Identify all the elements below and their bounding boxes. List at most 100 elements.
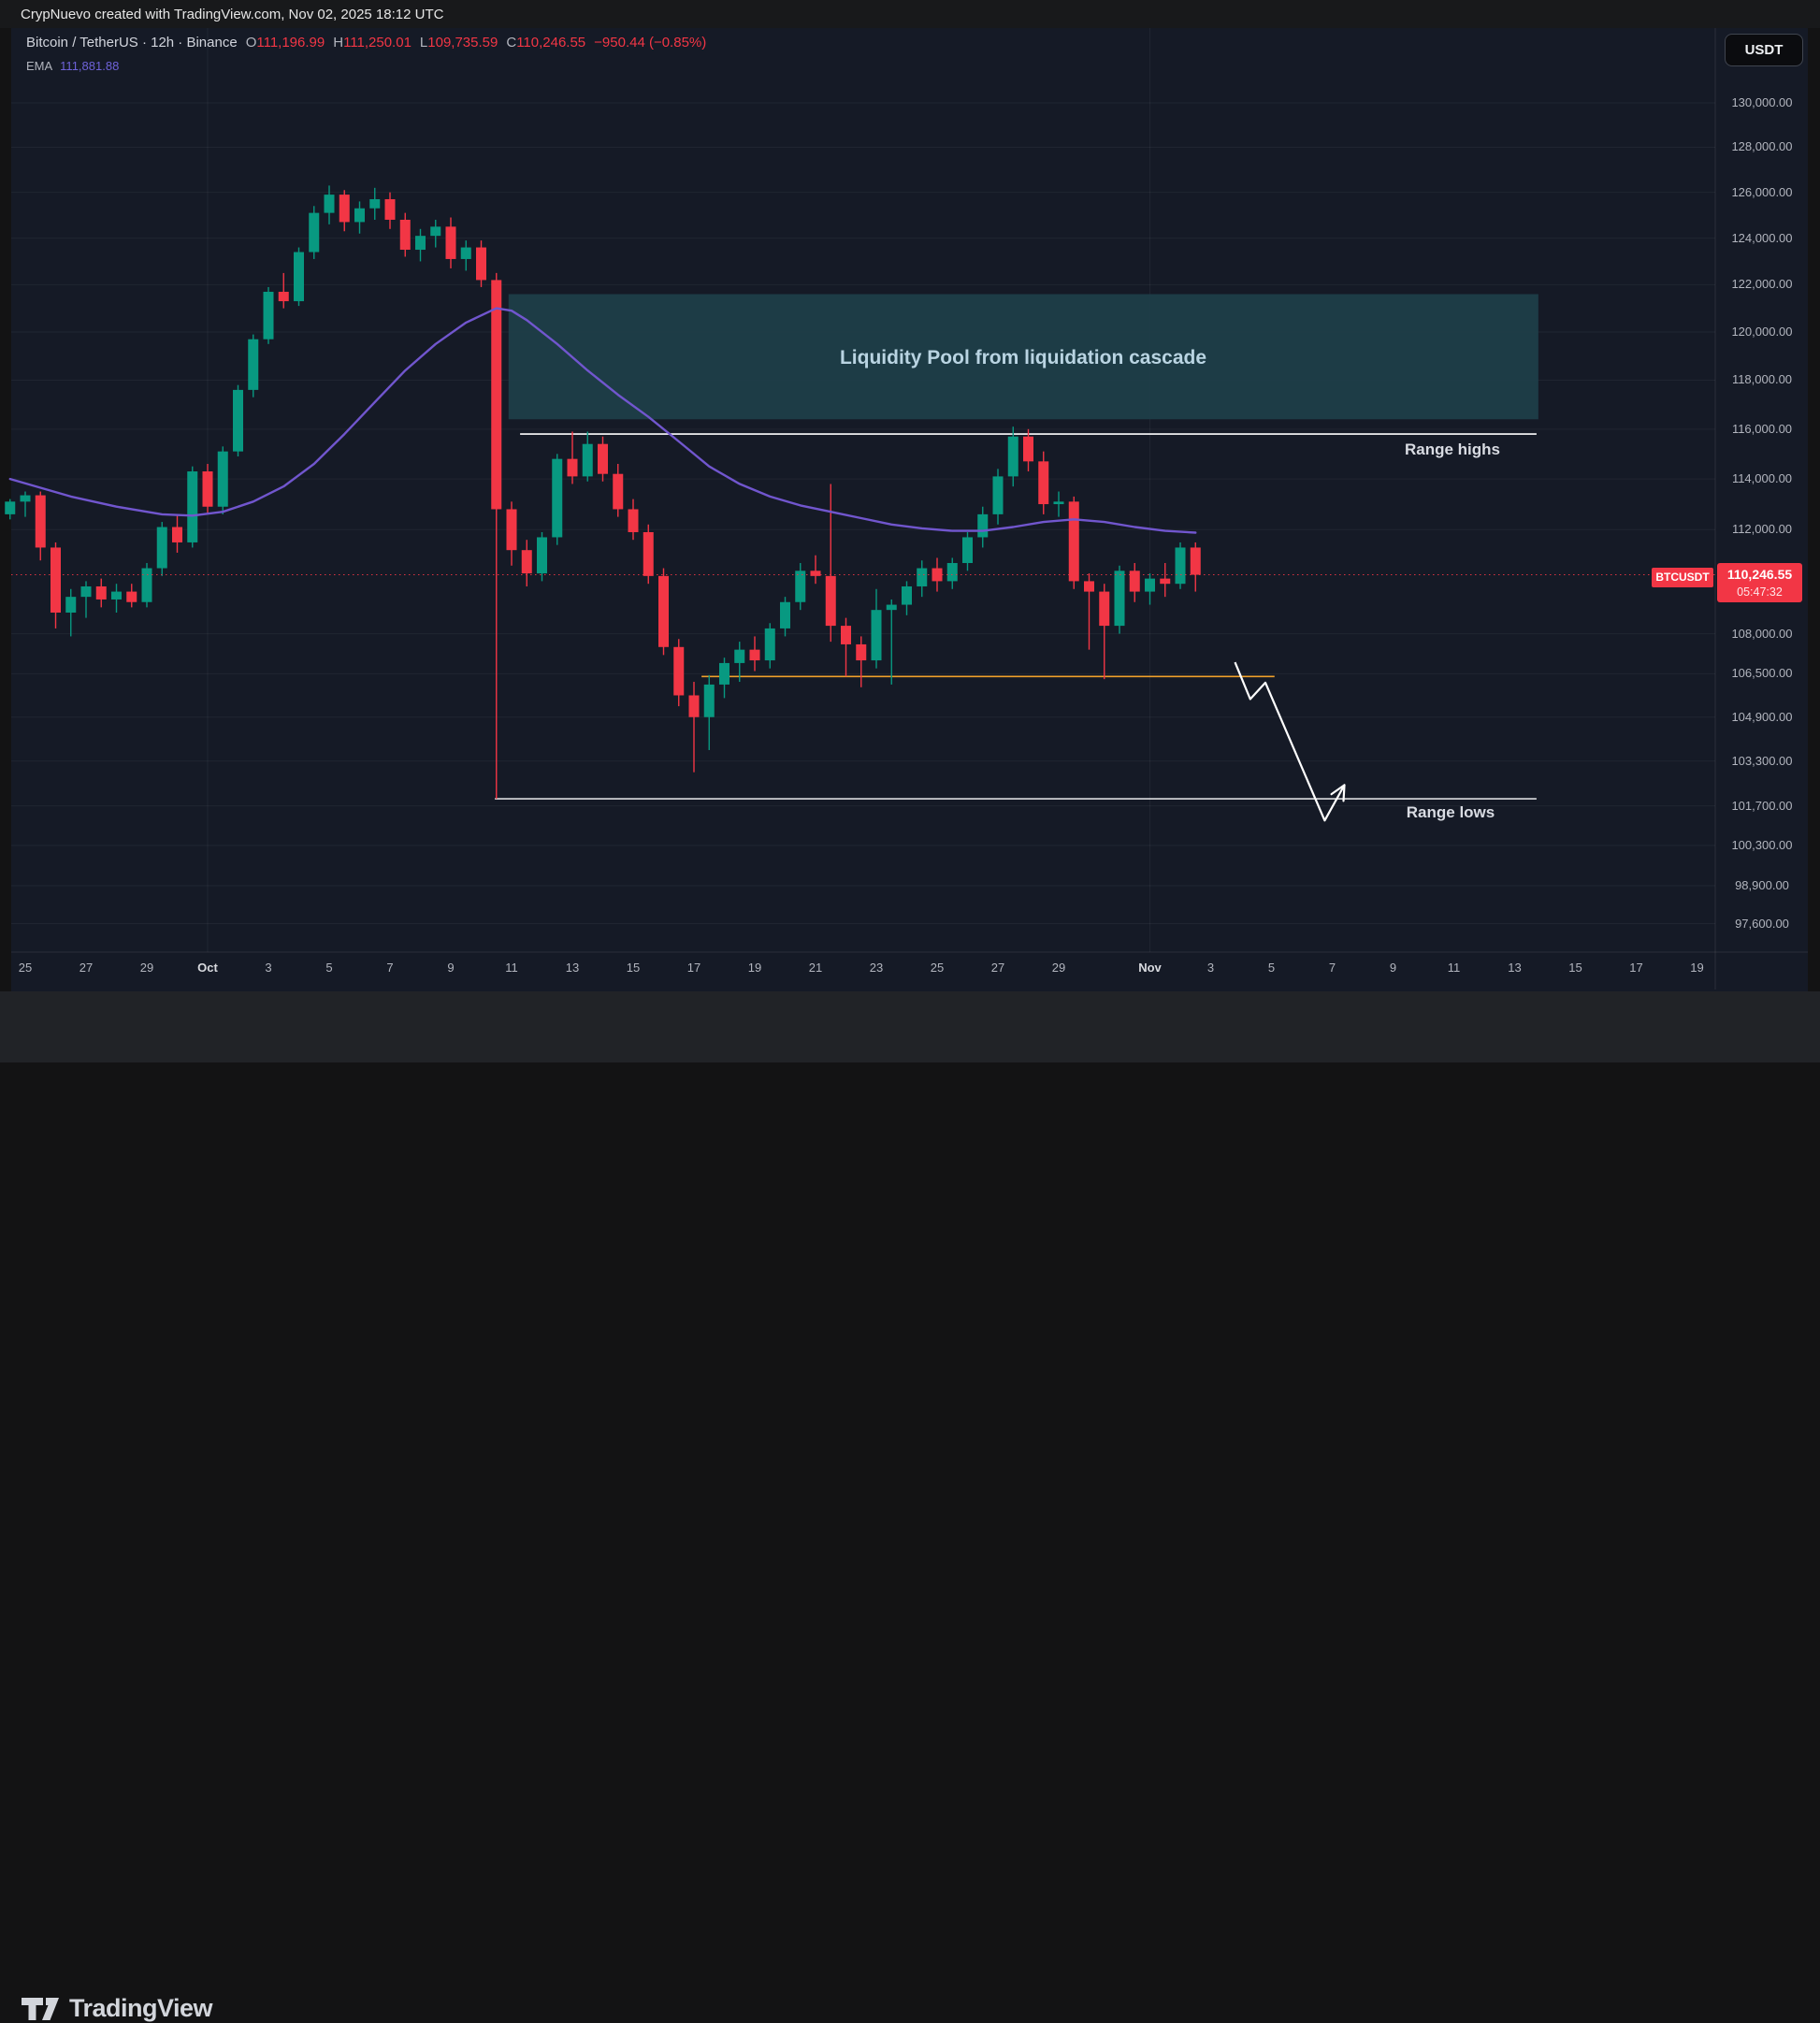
candle-body	[217, 451, 228, 507]
time-axis-tick: 13	[1508, 961, 1522, 975]
time-axis-tick: 29	[1051, 961, 1066, 975]
projection-arrowhead	[1342, 784, 1346, 802]
candle-body	[1129, 571, 1140, 592]
time-axis-tick: 29	[139, 961, 154, 975]
candle-body	[141, 568, 152, 602]
candle-body	[673, 646, 685, 696]
candle-body	[1007, 436, 1018, 477]
last-price-tag: 110,246.55 05:47:32	[1717, 563, 1802, 602]
candle-body	[598, 443, 608, 474]
candle-body	[430, 226, 441, 237]
tradingview-logo-icon	[22, 1997, 59, 2020]
price-axis-tick: 112,000.00	[1731, 522, 1793, 537]
candle-body	[1190, 547, 1201, 575]
candle-body	[703, 684, 715, 717]
candle-body	[399, 219, 411, 251]
candle-body	[810, 571, 821, 576]
ohlc-item: L109,735.59	[419, 34, 498, 51]
price-axis-tick: 128,000.00	[1731, 139, 1793, 154]
range-highs-label[interactable]: Range highs	[1404, 441, 1500, 458]
price-axis-tick: 120,000.00	[1731, 325, 1793, 340]
time-axis-tick: 3	[1206, 961, 1215, 975]
price-axis-tick: 118,000.00	[1731, 372, 1793, 387]
candle-body	[415, 236, 426, 251]
time-axis-tick: 9	[1389, 961, 1397, 975]
liquidity-pool-annotation[interactable]: Liquidity Pool from liquidation cascade	[839, 347, 1207, 368]
time-axis-tick: 21	[808, 961, 823, 975]
candle-body	[780, 601, 790, 629]
candle-body	[1038, 461, 1049, 505]
price-axis-tick: 98,900.00	[1735, 878, 1789, 893]
candle-body	[658, 575, 669, 647]
chart-widget	[11, 28, 1808, 991]
candle-body	[946, 562, 958, 582]
candle-body	[95, 585, 107, 600]
candle-body	[65, 597, 77, 613]
price-axis-tick: 104,900.00	[1731, 709, 1793, 724]
time-axis-tick: 7	[1328, 961, 1336, 975]
time-axis-tick: 13	[565, 961, 580, 975]
indicator-row[interactable]: EMA 111,881.88	[26, 57, 119, 74]
candle-body	[263, 291, 274, 340]
projection-arrow	[1234, 661, 1346, 822]
candle-body	[552, 458, 563, 538]
symbol-header[interactable]: Bitcoin / TetherUS · 12h · Binance O111,…	[26, 33, 706, 51]
time-axis-tick: 19	[1690, 961, 1704, 975]
candle-body	[719, 662, 729, 685]
footer-bar: TradingView	[0, 991, 1820, 2022]
time-axis-tick: 17	[686, 961, 701, 975]
candle-body	[156, 527, 167, 569]
time-axis-tick: 15	[626, 961, 641, 975]
time-axis-tick: Oct	[197, 961, 218, 975]
candle-body	[111, 591, 122, 600]
candle-body	[35, 495, 46, 548]
candle-body	[841, 626, 851, 644]
candle-body	[521, 550, 532, 574]
candle-body	[1023, 436, 1033, 462]
tradingview-logo[interactable]: TradingView	[21, 1994, 213, 2023]
candle-body	[856, 643, 867, 661]
projection-arrowhead	[1330, 784, 1346, 796]
price-axis-tick: 124,000.00	[1731, 230, 1793, 245]
price-axis-tick: 103,300.00	[1731, 753, 1793, 768]
attribution-text: CrypNuevo created with TradingView.com, …	[21, 7, 444, 22]
time-axis-tick: 19	[747, 961, 762, 975]
candle-body	[962, 537, 973, 563]
time-axis-tick: 5	[325, 961, 333, 975]
time-axis-tick: 25	[930, 961, 945, 975]
candle-body	[324, 195, 335, 213]
candle-body	[369, 198, 381, 209]
candle-body	[992, 476, 1004, 514]
attribution-bar: CrypNuevo created with TradingView.com, …	[0, 0, 1820, 28]
candle-body	[567, 458, 578, 477]
candle-body	[1053, 501, 1064, 505]
ohlc-item: C110,246.55	[506, 34, 586, 51]
candle-body	[445, 226, 456, 259]
candle-body	[233, 389, 243, 452]
candle-body	[309, 212, 320, 253]
range-lows-label[interactable]: Range lows	[1406, 803, 1495, 821]
price-axis-tick: 106,500.00	[1731, 666, 1793, 681]
candle-body	[871, 610, 882, 661]
symbol-title[interactable]: Bitcoin / TetherUS · 12h · Binance	[26, 34, 238, 51]
candle-body	[1099, 591, 1110, 627]
candle-body	[537, 537, 547, 574]
price-axis-tick: 114,000.00	[1731, 471, 1793, 486]
candle-body	[20, 495, 31, 502]
candle-body	[764, 628, 775, 661]
ohlc-item: H111,250.01	[333, 34, 412, 51]
candle-body	[126, 591, 137, 602]
chart-canvas[interactable]	[0, 0, 1820, 1062]
price-axis-tick: 97,600.00	[1735, 916, 1789, 931]
candle-body	[51, 547, 61, 613]
candle-body	[688, 695, 700, 717]
candle-body	[734, 649, 745, 663]
candle-body	[460, 247, 471, 259]
candle-body	[825, 575, 836, 627]
time-axis-tick: 5	[1267, 961, 1276, 975]
currency-toggle-button[interactable]: USDT	[1725, 34, 1803, 66]
time-axis-tick: 25	[18, 961, 33, 975]
price-axis-tick: 130,000.00	[1731, 95, 1793, 109]
ohlc-item: O111,196.99	[245, 34, 325, 51]
price-axis-tick: 122,000.00	[1731, 277, 1793, 292]
